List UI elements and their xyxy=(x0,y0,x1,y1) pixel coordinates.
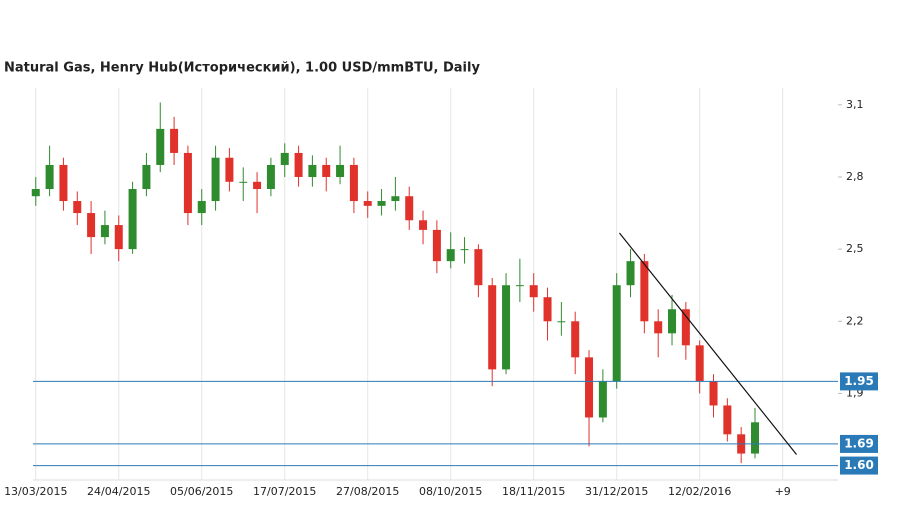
x-tick-label: 05/06/2015 xyxy=(170,485,233,498)
candle-body xyxy=(557,321,566,323)
candle-body xyxy=(654,321,663,334)
candle-body xyxy=(336,164,345,177)
candle-body xyxy=(73,201,82,214)
candle-body xyxy=(612,285,621,382)
candle-body xyxy=(280,152,289,165)
x-tick-label: 27/08/2015 xyxy=(336,485,399,498)
candle-body xyxy=(640,261,649,322)
candle-body xyxy=(529,285,538,298)
level-label-box xyxy=(840,372,878,391)
x-tick-label: 17/07/2015 xyxy=(253,485,316,498)
candle-body xyxy=(405,196,414,221)
x-tick-label: 31/12/2015 xyxy=(585,485,648,498)
candle-body xyxy=(45,164,54,190)
x-tick-label: 18/11/2015 xyxy=(502,485,565,498)
chart-title: Natural Gas, Henry Hub(Исторический), 1.… xyxy=(4,61,480,76)
y-tick-label: 2,2 xyxy=(846,314,864,327)
candle-body xyxy=(515,285,524,287)
candle-body xyxy=(598,381,607,418)
candle-body xyxy=(59,164,68,202)
candle-body xyxy=(128,189,137,250)
candle-body xyxy=(723,405,732,435)
candle-body xyxy=(363,201,372,206)
candle-body xyxy=(377,201,386,206)
candle-body xyxy=(681,309,690,346)
level-label-box xyxy=(840,434,878,453)
candle-body xyxy=(488,285,497,370)
candle-body xyxy=(446,249,455,262)
candle-body xyxy=(349,164,358,202)
level-label: 1.60 xyxy=(844,458,874,472)
y-tick-label: 2,8 xyxy=(846,170,864,183)
candle-body xyxy=(709,381,718,406)
y-tick-label: 3,1 xyxy=(846,98,864,111)
level-label-box xyxy=(840,456,878,475)
candle-body xyxy=(460,249,469,251)
candle-body xyxy=(419,220,428,230)
candle-body xyxy=(294,152,303,177)
x-tick-label: +9 xyxy=(775,485,791,498)
level-label: 1.69 xyxy=(844,436,874,450)
candle-body xyxy=(585,357,594,418)
candle-body xyxy=(170,128,179,153)
x-tick-label: 08/10/2015 xyxy=(419,485,482,498)
y-tick-label: 2,5 xyxy=(846,242,864,255)
candle-body xyxy=(571,321,580,358)
candle-body xyxy=(751,422,760,454)
candle-body xyxy=(626,261,635,286)
candle-body xyxy=(432,229,441,262)
candle-body xyxy=(391,196,400,202)
candle-body xyxy=(543,297,552,322)
x-tick-label: 12/02/2016 xyxy=(668,485,731,498)
trend-line xyxy=(618,232,797,455)
candle-body xyxy=(668,309,677,334)
candle-body xyxy=(114,225,123,250)
candle-body xyxy=(87,213,96,238)
candle-body xyxy=(156,128,165,165)
candle-body xyxy=(142,164,151,190)
candle-body xyxy=(225,157,234,182)
level-label: 1.95 xyxy=(844,374,874,388)
candle-body xyxy=(239,181,248,183)
candle-body xyxy=(183,152,192,214)
candle-body xyxy=(308,164,317,177)
candle-body xyxy=(474,249,483,286)
candle-body xyxy=(322,164,331,177)
candle-body xyxy=(253,181,262,190)
candle-body xyxy=(100,225,109,238)
candle-body xyxy=(266,164,275,190)
candle-body xyxy=(695,345,704,382)
candle-body xyxy=(31,189,40,197)
candle-body xyxy=(502,285,511,370)
candle-body xyxy=(197,201,206,214)
x-tick-label: 24/04/2015 xyxy=(87,485,150,498)
x-tick-label: 13/03/2015 xyxy=(4,485,67,498)
candle-body xyxy=(211,157,220,202)
